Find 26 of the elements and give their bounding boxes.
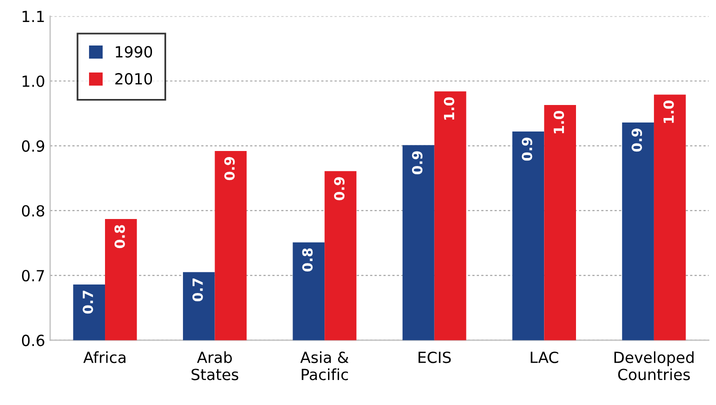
data-label: 0.9 <box>412 151 422 174</box>
x-tick-label: Africa <box>83 351 126 364</box>
x-tick-label: Arab States <box>192 351 238 380</box>
data-label: 0.9 <box>632 128 642 152</box>
data-label: 0.8 <box>302 248 313 272</box>
x-tick-label: ECIS <box>418 352 451 364</box>
data-label: 1.0 <box>444 97 454 120</box>
legend-label: 1990 <box>116 46 152 58</box>
y-tick-label: 0.8 <box>22 205 44 217</box>
x-tick-label: Developed Countries <box>614 351 694 380</box>
y-tick-label: 0.7 <box>22 270 44 282</box>
data-label: 0.8 <box>114 225 125 248</box>
data-label: 1.0 <box>554 110 564 134</box>
data-label: 0.9 <box>522 138 532 161</box>
data-label: 0.7 <box>82 290 94 314</box>
data-label: 1.0 <box>663 100 674 123</box>
y-tick-label: 0.6 <box>22 334 44 346</box>
x-tick-label: LAC <box>530 352 558 364</box>
x-tick-label: Asia & Pacific <box>300 351 349 380</box>
data-label: 0.9 <box>334 177 345 200</box>
y-tick-label: 1.0 <box>22 75 44 88</box>
legend-label: 2010 <box>115 73 152 85</box>
data-label: 0.7 <box>192 278 203 302</box>
data-label: 0.9 <box>224 157 235 180</box>
y-tick-label: 0.9 <box>22 140 44 152</box>
y-tick-label: 1.1 <box>22 10 44 22</box>
